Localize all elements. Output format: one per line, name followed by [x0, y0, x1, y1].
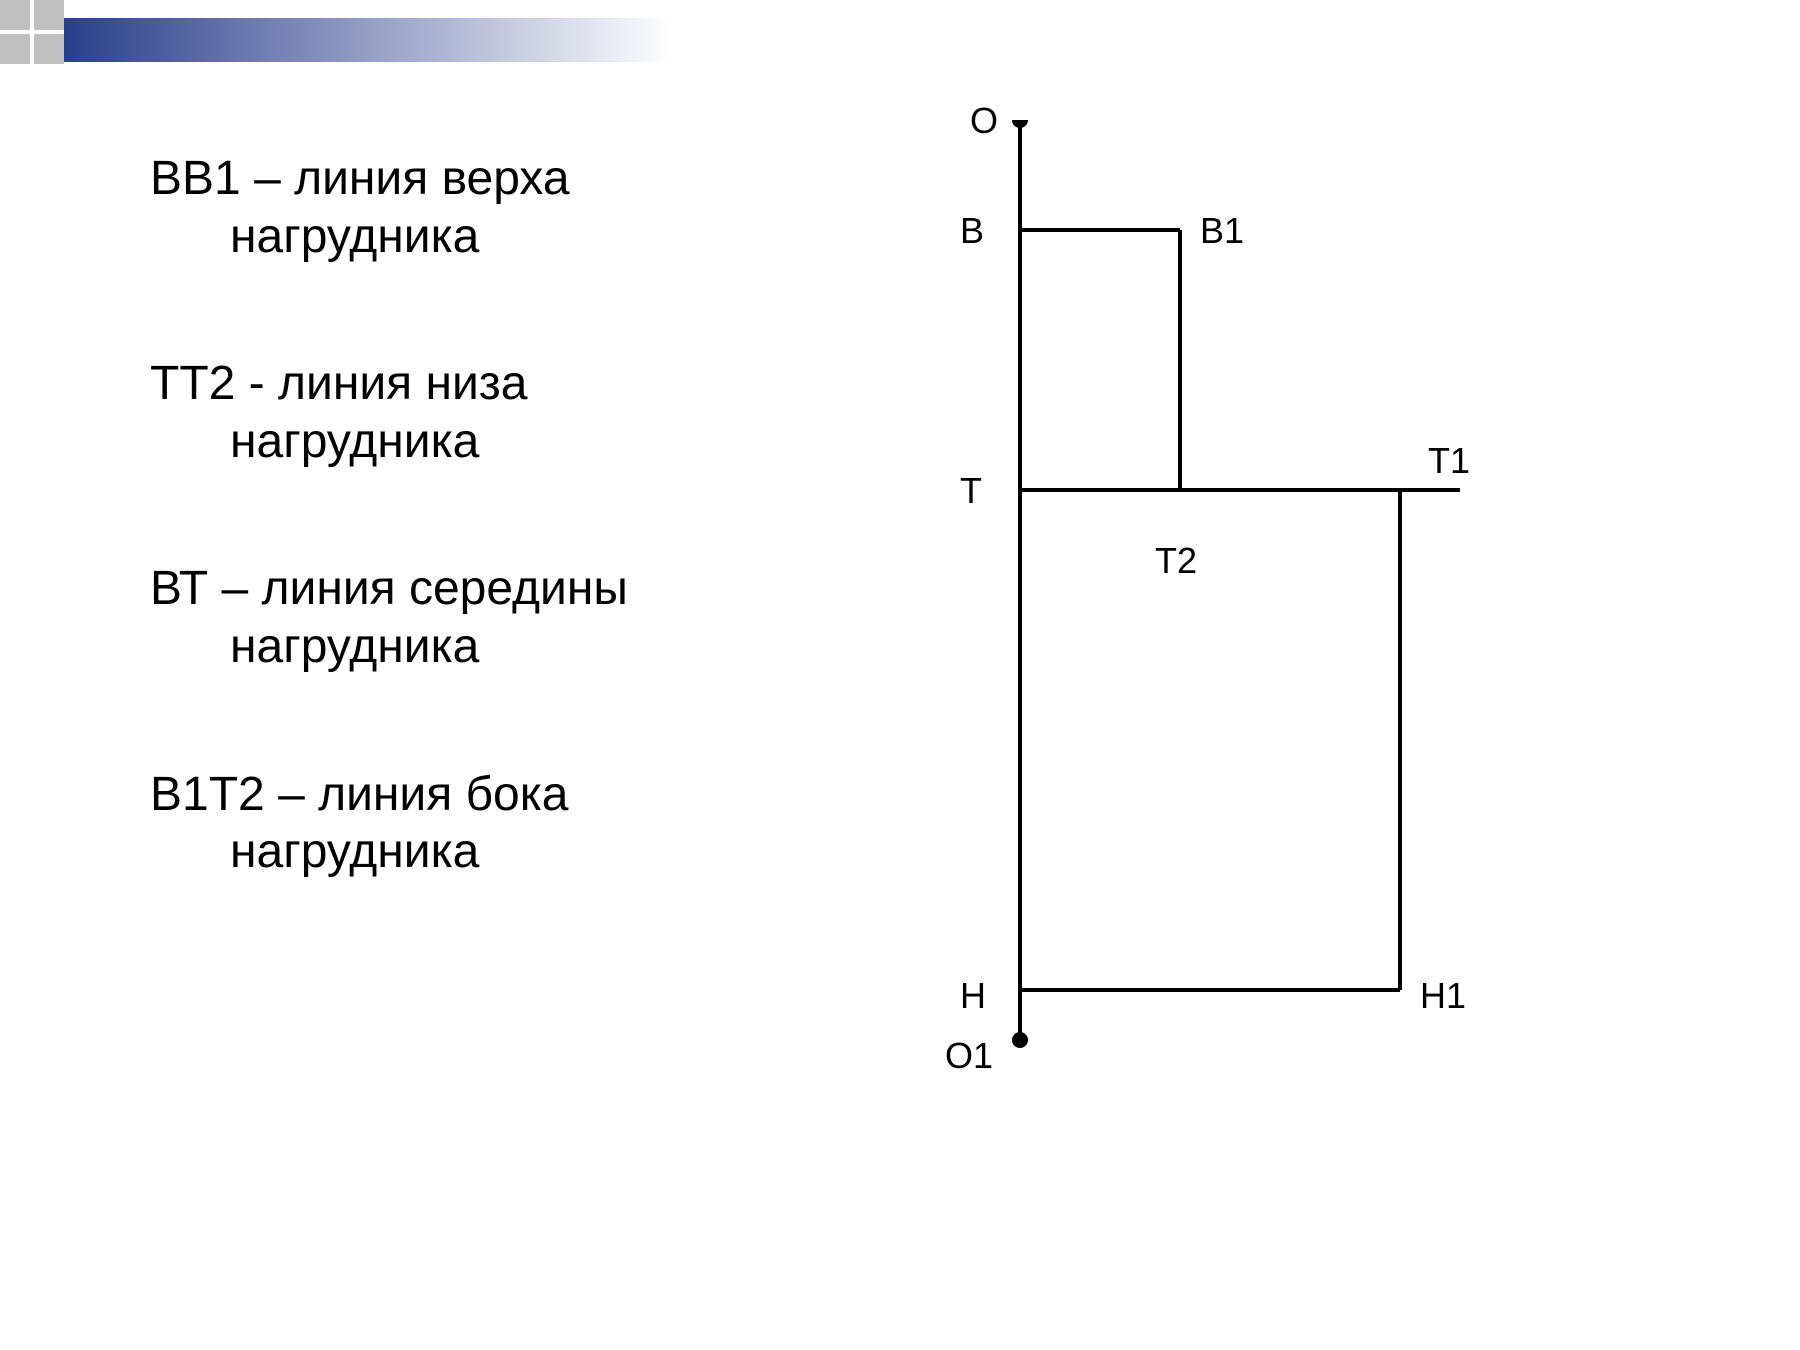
- diagram-label-B: В: [960, 210, 984, 252]
- header-square: [34, 34, 64, 64]
- definition-line: нагрудника: [150, 618, 830, 676]
- diagram-svg: [900, 120, 1520, 1120]
- diagram-label-T1: Т1: [1428, 440, 1470, 482]
- diagram-label-H1: Н1: [1420, 975, 1466, 1017]
- definition-item: ВВ1 – линия верха нагрудника: [150, 150, 830, 265]
- pattern-diagram: ОВВ1ТТ1Т2НН1О1: [900, 120, 1520, 1120]
- diagram-point: [1012, 1032, 1028, 1048]
- diagram-label-O1: О1: [945, 1035, 993, 1077]
- definition-line: нагрудника: [150, 413, 830, 471]
- definition-line: нагрудника: [150, 208, 830, 266]
- diagram-point: [1012, 120, 1028, 128]
- diagram-label-T: Т: [960, 470, 982, 512]
- definition-line: ВВ1 – линия верха: [150, 150, 830, 208]
- header-square: [0, 0, 30, 30]
- definition-line: В1Т2 – линия бока: [150, 766, 830, 824]
- diagram-label-H: Н: [960, 975, 986, 1017]
- definition-item: ТТ2 - линия низа нагрудника: [150, 355, 830, 470]
- definition-item: ВТ – линия середины нагрудника: [150, 560, 830, 675]
- definition-line: ВТ – линия середины: [150, 560, 830, 618]
- slide-stage: ВВ1 – линия верха нагрудника ТТ2 - линия…: [0, 0, 1800, 1350]
- diagram-label-O: О: [970, 100, 998, 142]
- definition-item: В1Т2 – линия бока нагрудника: [150, 766, 830, 881]
- header-gradient-bar: [64, 18, 674, 62]
- definition-line: ТТ2 - линия низа: [150, 355, 830, 413]
- header-square: [34, 0, 64, 30]
- definition-line: нагрудника: [150, 823, 830, 881]
- diagram-label-B1: В1: [1200, 210, 1244, 252]
- diagram-label-T2: Т2: [1155, 540, 1197, 582]
- header-square: [0, 34, 30, 64]
- definitions-list: ВВ1 – линия верха нагрудника ТТ2 - линия…: [150, 150, 830, 971]
